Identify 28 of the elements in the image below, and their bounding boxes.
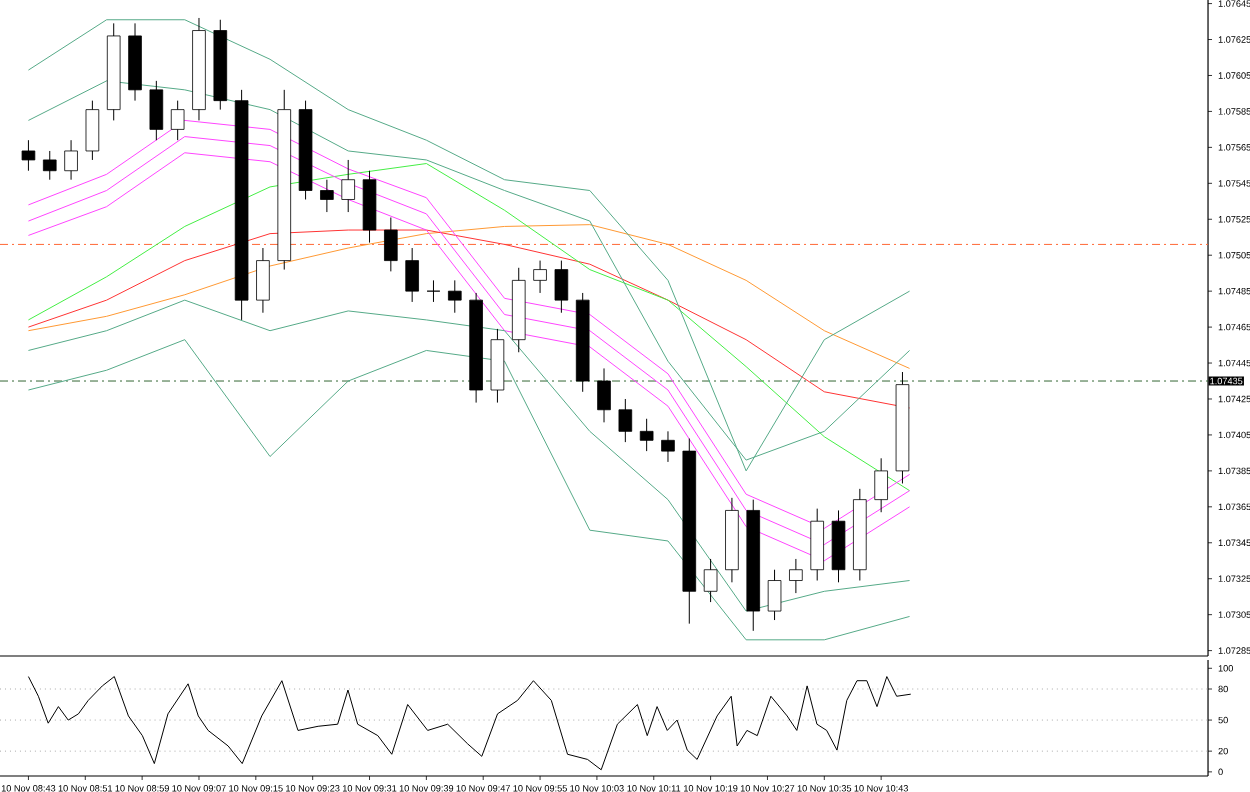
candlestick <box>533 260 547 294</box>
candlestick <box>21 139 36 172</box>
candlestick <box>64 139 78 181</box>
candlestick <box>554 260 569 314</box>
candlestick <box>320 179 334 213</box>
candlestick <box>42 150 57 181</box>
candlestick <box>170 100 185 141</box>
line-series <box>27 224 911 369</box>
candlestick <box>85 100 100 161</box>
candlestick <box>597 367 611 423</box>
candlestick <box>341 159 355 213</box>
line-series <box>27 339 911 641</box>
candlestick <box>447 279 462 314</box>
candlestick <box>639 418 654 452</box>
candlestick <box>767 569 782 621</box>
candlestick <box>874 457 888 513</box>
candlestick <box>384 216 398 272</box>
candlestick <box>405 247 419 303</box>
line-series <box>27 299 911 612</box>
line-series <box>27 19 911 472</box>
candlestick <box>789 558 803 594</box>
candlestick <box>426 279 441 303</box>
line-series <box>27 163 911 492</box>
candlestick <box>703 558 718 603</box>
candlestick <box>149 80 164 141</box>
candlestick <box>661 430 675 463</box>
candlestick <box>256 247 270 314</box>
candlestick <box>618 398 633 443</box>
